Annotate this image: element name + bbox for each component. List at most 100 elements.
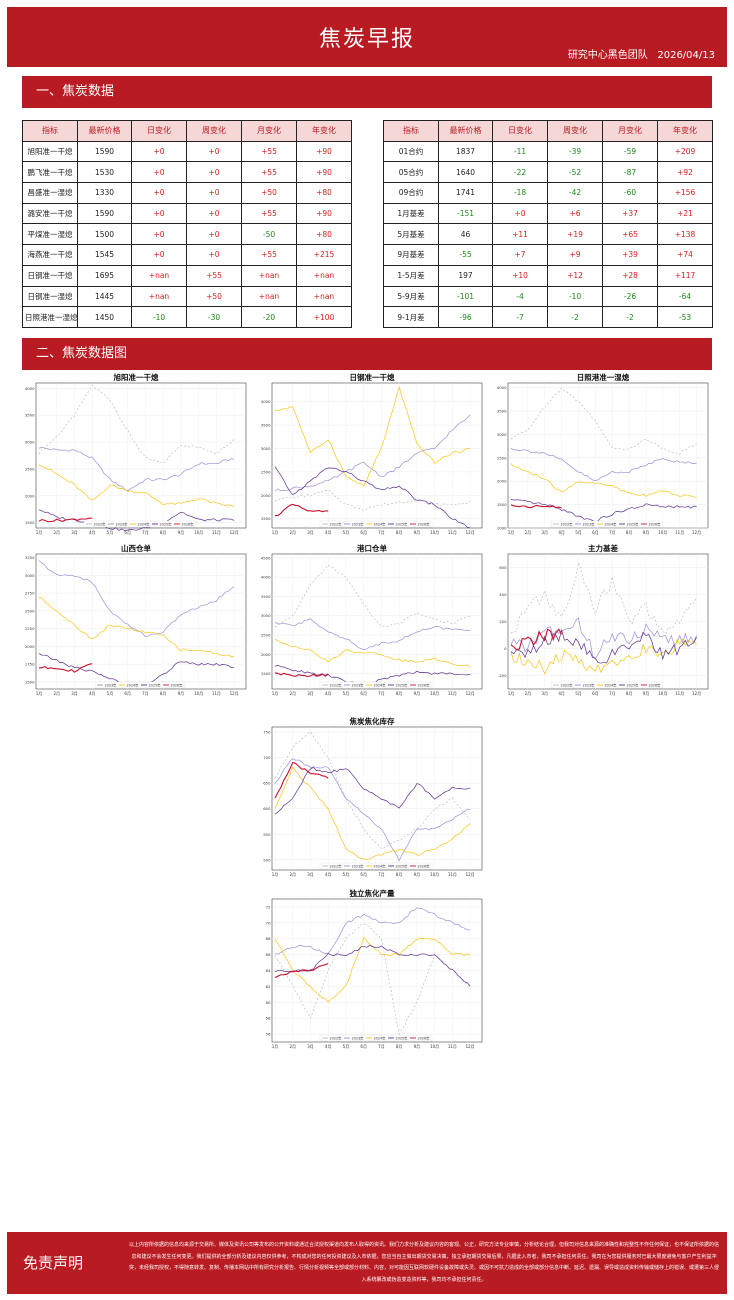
y-tick-label: 600 (499, 565, 507, 570)
table-cell: -55 (438, 244, 493, 266)
column-header: 指标 (22, 120, 78, 142)
y-tick-label: 70 (266, 920, 271, 925)
legend-label: 2026年 (418, 682, 431, 687)
x-tick-label: 5月 (575, 530, 582, 535)
x-tick-label: 4月 (89, 530, 96, 535)
table-cell: -59 (602, 140, 658, 163)
chart-panel: 日照港准一湿熄 1000 1500 2000 2500 3000 3500 4000 1月 2月 3… (494, 372, 712, 540)
x-tick-label: 5月 (343, 1044, 350, 1049)
y-tick-label: 2500 (25, 466, 35, 471)
chart-title: 山西仓单 (121, 544, 151, 553)
x-tick-label: 11月 (448, 530, 457, 535)
table-cell: +0 (131, 223, 187, 246)
table-cell: -2 (547, 306, 603, 328)
table-cell: +0 (131, 161, 187, 184)
table-cell: 1450 (77, 306, 132, 328)
x-tick-label: 1月 (508, 530, 515, 535)
indicator-name: 昌盛准一湿熄 (22, 182, 78, 204)
x-tick-label: 12月 (466, 1044, 475, 1049)
series-line-2024 (38, 596, 235, 658)
table-cell: 1330 (77, 182, 132, 204)
table-header-row: 指标 最新价格 日变化 周变化 月变化 年变化 (22, 120, 352, 142)
report-subtitle: 研究中心黑色团队 2026/04/13 (568, 46, 715, 61)
x-tick-label: 5月 (343, 872, 350, 877)
y-tick-label: 2500 (497, 455, 507, 460)
table-row: 日钢准一干熄 1695 +nan +55 +nan +nan (22, 264, 352, 287)
x-tick-label: 9月 (414, 872, 421, 877)
series-line-2024 (38, 464, 235, 507)
x-tick-label: 1月 (508, 691, 515, 696)
column-header: 月变化 (602, 120, 658, 142)
table-cell: +0 (186, 140, 242, 163)
table-cell: +0 (186, 182, 242, 204)
table-row: 09合约 1741 -18 -42 -60 +156 (383, 182, 713, 204)
legend-label: 2023年 (116, 521, 129, 526)
x-tick-label: 11月 (448, 872, 457, 877)
legend-label: 2025年 (396, 682, 409, 687)
x-tick-label: 6月 (360, 530, 367, 535)
x-tick-label: 8月 (160, 530, 167, 535)
x-tick-label: 12月 (692, 691, 701, 696)
legend-label: 2025年 (160, 521, 173, 526)
table-cell: +50 (186, 285, 242, 308)
table-cell: +55 (241, 161, 297, 184)
legend-label: 2025年 (396, 1035, 409, 1040)
series-line-2023 (38, 446, 235, 492)
y-tick-label: 1500 (25, 520, 35, 525)
series-line-2026 (510, 628, 563, 651)
x-tick-label: 3月 (71, 691, 78, 696)
line-chart: 500 550 600 650 700 750 1月 2月 3月 4月 5月 6月 7月 8月 9月 10月 1… (263, 726, 483, 877)
y-tick-label: 58 (266, 1016, 271, 1021)
column-header: 日变化 (492, 120, 548, 142)
report-date: 2026/04/13 (657, 50, 715, 61)
table-cell: 1640 (438, 161, 493, 184)
legend-label: 2023年 (352, 682, 365, 687)
table-cell: -18 (492, 182, 548, 204)
legend-label: 2023年 (583, 521, 596, 526)
series-line-2022 (274, 731, 471, 850)
y-tick-label: 66 (266, 952, 271, 957)
table-row: 01合约 1837 -11 -39 -59 +209 (383, 140, 713, 163)
series-line-2023 (274, 414, 471, 492)
x-tick-label: 2月 (525, 691, 532, 696)
table-cell: -52 (547, 161, 603, 184)
x-tick-label: 8月 (160, 691, 167, 696)
series-line-2023 (274, 618, 471, 650)
y-tick-label: 4000 (25, 386, 35, 391)
table-cell: +0 (186, 202, 242, 225)
x-tick-label: 11月 (212, 691, 221, 696)
y-tick-label: 4500 (261, 555, 271, 560)
disclaimer-title: 免责声明 (23, 1254, 84, 1272)
column-header: 日变化 (131, 120, 187, 142)
x-tick-label: 12月 (230, 691, 239, 696)
x-tick-label: 2月 (525, 530, 532, 535)
y-tick-label: 56 (266, 1032, 271, 1037)
x-tick-label: 12月 (466, 691, 475, 696)
table-cell: +0 (186, 244, 242, 266)
x-tick-label: 9月 (414, 691, 421, 696)
table-cell: +nan (241, 285, 297, 308)
x-tick-label: 5月 (575, 691, 582, 696)
y-tick-label: 2750 (25, 591, 35, 596)
legend-label: 2023年 (352, 521, 365, 526)
table-cell: 1445 (77, 285, 132, 308)
legend-label: 2023年 (583, 682, 596, 687)
y-tick-label: 2000 (25, 493, 35, 498)
y-tick-label: 1000 (497, 526, 507, 531)
report-title: 焦炭早报 (318, 27, 415, 52)
x-tick-label: 11月 (675, 691, 684, 696)
x-tick-label: 7月 (378, 691, 385, 696)
x-tick-label: 6月 (592, 530, 599, 535)
table-cell: +80 (296, 182, 352, 204)
legend-box (550, 520, 664, 528)
y-tick-label: 650 (263, 781, 271, 786)
table-cell: -11 (492, 140, 548, 163)
table-cell: +55 (241, 202, 297, 225)
x-tick-label: 7月 (609, 691, 616, 696)
plot-frame (271, 726, 483, 871)
y-tick-label: 1500 (261, 516, 271, 521)
legend-label: 2026年 (418, 521, 431, 526)
chart-panel: 旭阳准一干熄 1500 2000 2500 3000 3500 4000 1月 2月 3月 4月 5月… (22, 372, 250, 540)
legend-label: 2026年 (182, 521, 195, 526)
series-line-2026 (38, 663, 93, 673)
